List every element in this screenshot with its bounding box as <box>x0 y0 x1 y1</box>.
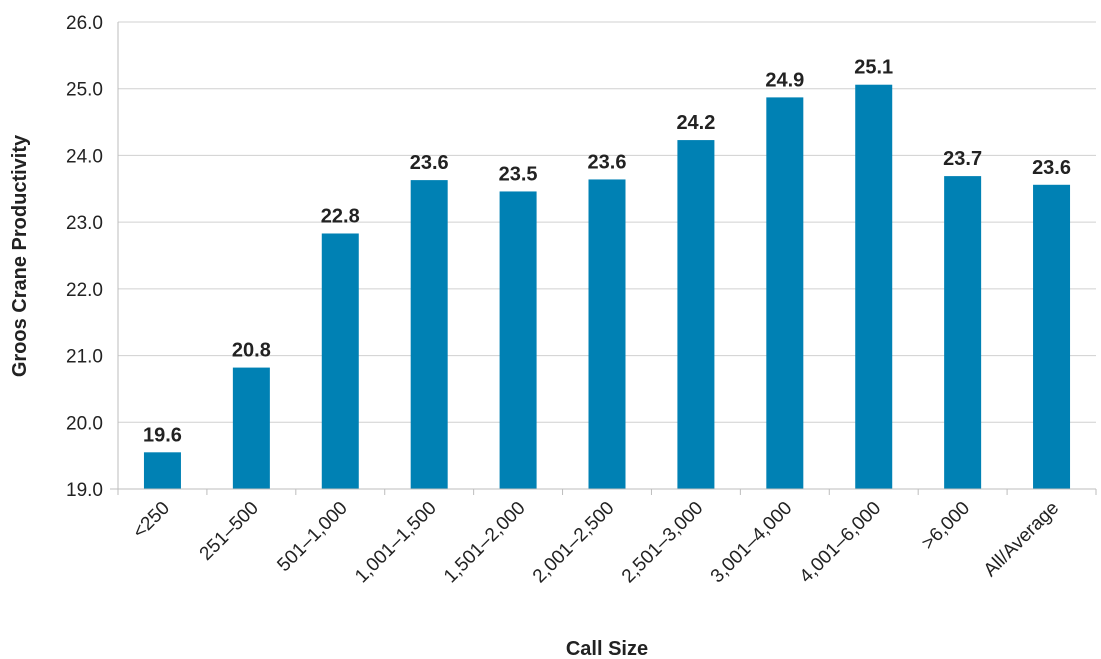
bar <box>410 180 448 489</box>
data-label: 25.1 <box>854 57 893 79</box>
bar <box>766 97 804 489</box>
x-tick-label: 501–1,000 <box>273 498 351 576</box>
x-tick-label: All/Average <box>980 498 1063 581</box>
x-axis <box>110 488 1097 495</box>
data-label: 23.6 <box>410 152 449 174</box>
bar <box>321 233 359 489</box>
data-label: 23.6 <box>1032 157 1071 179</box>
x-tick-label: <250 <box>129 498 174 543</box>
x-tick-label: 4,001–6,000 <box>796 498 886 588</box>
data-label: 24.9 <box>765 69 804 91</box>
x-axis-ticks: <250 251–500 501–1,000 1,001–1,500 1,501–2,0… <box>129 498 1063 588</box>
x-tick-label: 2,001–2,500 <box>529 498 619 588</box>
y-tick-label: 19.0 <box>66 480 103 501</box>
x-tick-label: 2,501–3,000 <box>618 498 708 588</box>
data-label: 22.8 <box>321 205 360 227</box>
bar <box>677 140 715 489</box>
y-tick-label: 26.0 <box>66 13 103 34</box>
y-tick-label: 25.0 <box>66 80 103 101</box>
bars <box>143 84 1071 490</box>
x-axis-title: Call Size <box>566 638 648 659</box>
data-label: 19.6 <box>143 424 182 446</box>
data-label: 23.7 <box>943 148 982 170</box>
data-label: 24.2 <box>676 112 715 134</box>
x-tick-label: 251–500 <box>196 498 263 565</box>
x-tick-label: 1,001–1,500 <box>351 498 441 588</box>
x-tick-label: 3,001–4,000 <box>707 498 797 588</box>
bar <box>1033 184 1071 490</box>
data-label: 23.5 <box>499 163 538 185</box>
y-tick-label: 21.0 <box>66 347 103 368</box>
x-tick-label: >6,000 <box>918 498 974 554</box>
bar <box>143 452 181 489</box>
x-tick-label: 1,501–2,000 <box>440 498 530 588</box>
y-axis-title: Groos Crane Productivity <box>9 134 31 377</box>
bar <box>855 84 893 489</box>
bar <box>944 176 982 490</box>
data-label: 20.8 <box>232 340 271 362</box>
bar <box>588 179 626 489</box>
y-tick-label: 20.0 <box>66 413 103 434</box>
bar <box>499 191 537 489</box>
data-labels: 19.6 20.8 22.8 23.6 23.5 23.6 24.2 24.9 25.1 23.7… <box>143 57 1071 447</box>
y-tick-label: 22.0 <box>66 280 103 301</box>
bar <box>232 367 270 489</box>
y-tick-label: 23.0 <box>66 213 103 234</box>
y-axis-ticks: 19.0 20.0 21.0 22.0 23.0 24.0 25.0 26.0 <box>66 13 103 501</box>
y-tick-label: 24.0 <box>66 146 103 167</box>
data-label: 23.6 <box>588 151 627 173</box>
